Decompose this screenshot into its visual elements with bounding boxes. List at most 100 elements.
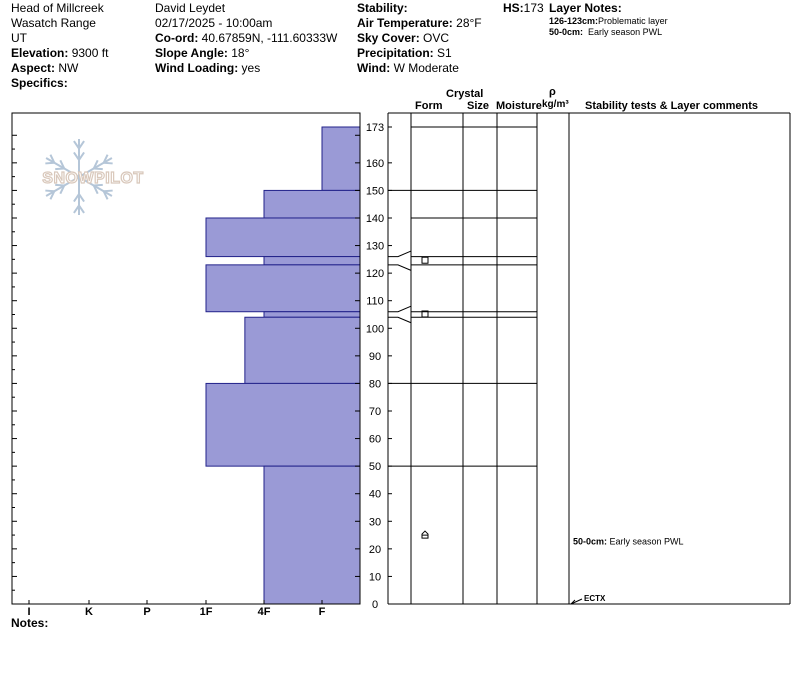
moisture-header: Moisture [496,100,542,112]
sky-label: Sky Cover: [357,31,420,45]
hardness-label: I [27,606,30,618]
layer-connector [388,305,412,313]
hardness-label: 1F [200,606,213,618]
snowflake-branch [55,167,65,171]
snowflake-branch [49,154,56,164]
hardness-bar [263,256,361,266]
depth-label: 80 [369,378,381,390]
notes-label: Notes: [11,616,49,630]
crystal-form-facet-icon [421,310,429,318]
aspect-value: NW [58,61,79,75]
depth-label: 40 [369,489,381,501]
hardness-scale: I K P 1F 4F F [27,600,326,618]
snowflake-branch [102,154,109,164]
layer-notes-title: Layer Notes: [549,1,622,15]
depth-label: 0 [372,599,378,611]
form-header: Form [415,100,443,112]
coord-label: Co-ord: [155,31,199,45]
wind-value: W Moderate [393,61,459,75]
precip-label: Precipitation: [357,46,434,60]
hardness-label: 4F [258,606,271,618]
snowflake-branch [73,193,80,203]
depth-label: 140 [366,213,384,225]
stability-test-label: ECTX [584,594,606,603]
crystal-header: Crystal [446,88,484,100]
elevation-value: 9300 ft [71,46,109,60]
layer-connector [388,250,412,258]
snowflake-branch [103,161,113,165]
depth-label: 160 [366,158,384,170]
layer-comment-text: Early season PWL [610,537,684,547]
header-weather-block: Stability: Air Temperature: 28°F Sky Cov… [357,1,482,76]
observer-name: David Leydet [155,1,226,15]
elevation-row: Elevation: 9300 ft [11,46,108,61]
depth-label: 173 [366,122,384,134]
snowflake-branch [103,189,113,193]
snowflake-icon [45,139,113,215]
snowflake-branch [59,159,66,169]
depth-label: 150 [366,185,384,197]
stability-label: Stability: [357,1,408,15]
snowflake-branch [92,159,99,169]
rho-header: ρ [549,86,556,98]
snowflake-branch [49,190,56,200]
hardness-plot-left-ticks [12,134,360,605]
hardness-bar [205,264,361,313]
coord-value: 40.67859N, -111.60333W [201,31,338,45]
crystal-forms [421,256,429,539]
layer-comment: 50-0cm: Early season PWL [573,537,684,547]
snowflake-branch [59,185,66,195]
snowflake-branch [73,140,80,150]
depth-label: 10 [369,571,381,583]
hs-value: 173 [523,1,544,15]
crystal-form-facet-icon [421,256,429,264]
snowflake-arm [45,176,80,197]
depth-label: 70 [369,406,381,418]
aspect-row: Aspect: NW [11,61,108,76]
hardness-bar [205,382,361,467]
depth-label: 120 [366,268,384,280]
depth-label: 110 [366,296,384,308]
layer-connector [388,264,412,271]
snowflake-branch [55,183,65,187]
wind-loading-value: yes [241,61,261,75]
size-header: Size [467,100,490,112]
precip-row: Precipitation: S1 [357,46,482,61]
header-observer-block: David Leydet 02/17/2025 - 10:00am Co-ord… [155,1,337,76]
state-name: UT [11,31,27,45]
air-temp-value: 28°F [456,16,482,30]
coord-row: Co-ord: 40.67859N, -111.60333W [155,31,337,46]
hs-row: HS:173 [503,1,544,16]
snowflake-branch [73,204,80,214]
stability-tests: ECTX [570,594,606,605]
density-header: kg/m³ [542,99,569,110]
hardness-bar [263,465,361,605]
hardness-bar [205,217,361,258]
crystal-form-depth-hoar-icon [421,530,429,539]
layer-comments: 50-0cm: Early season PWL [573,537,684,547]
precip-value: S1 [437,46,452,60]
depth-label: 20 [369,544,381,556]
snowflake-arm [78,157,113,178]
snowflake-branch [92,185,99,195]
snowflake-branch [73,151,80,161]
specifics-label: Specifics: [11,76,68,90]
stability-tests-header: Stability tests & Layer comments [585,100,759,112]
hs-label: HS: [503,1,524,15]
snowpilot-logo: SNOWPILOT [42,139,144,215]
snowflake-branch [78,151,85,161]
hardness-bar [263,189,361,219]
snowflake-branch [78,204,85,214]
snowflake-branch [45,161,55,165]
sky-row: Sky Cover: OVC [357,31,482,46]
stability-row: Stability: [357,1,482,16]
slope-value: 18° [231,46,250,60]
wind-row: Wind: W Moderate [357,61,482,76]
slope-label: Slope Angle: [155,46,228,60]
observation-datetime: 02/17/2025 - 10:00am [155,16,273,30]
hardness-label: F [319,606,326,618]
test-arrowhead [570,599,576,605]
snowflake-arm [45,157,80,178]
depth-label: 60 [369,434,381,446]
layer-note-row: 126-123cm:Problematic layer [549,16,668,26]
